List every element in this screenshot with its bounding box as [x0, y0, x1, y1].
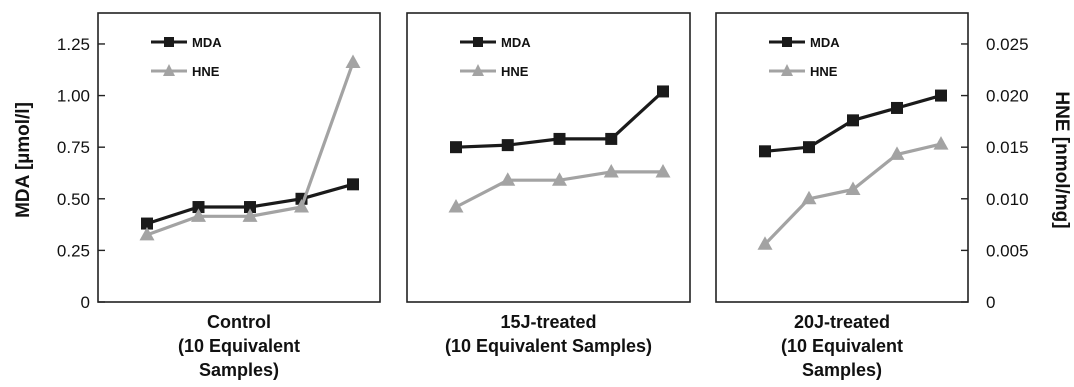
right-tick-label: 0 — [986, 293, 995, 312]
legend-label-mda: MDA — [501, 35, 531, 50]
data-point-hne — [139, 226, 155, 241]
data-point-mda — [192, 201, 205, 214]
data-point-hne — [294, 199, 309, 213]
data-point-mda — [803, 141, 815, 154]
plot-area: 0 0.25 0.50 0.75 1.00 1.25 MDA HNE Control (10 Eq… — [57, 12, 1029, 380]
legend-marker-mda — [782, 37, 792, 47]
data-point-hne — [345, 54, 361, 69]
legend-marker-hne — [163, 64, 175, 76]
legend-label-hne: HNE — [501, 64, 529, 79]
right-tick-label: 0.005 — [986, 241, 1029, 260]
left-tick-label: 0 — [81, 293, 90, 312]
left-tick-label: 1.25 — [57, 35, 90, 54]
legend-marker-mda — [473, 37, 483, 47]
data-point-hne — [757, 236, 773, 250]
data-point-mda — [141, 217, 153, 230]
data-point-mda — [553, 132, 566, 145]
legend-label-hne: HNE — [810, 64, 838, 79]
panel-frame — [715, 12, 969, 303]
right-tick-label: 0.015 — [986, 138, 1029, 157]
left-tick-label: 0.50 — [57, 190, 90, 209]
data-point-hne — [191, 208, 206, 222]
right-tick-label: 0.010 — [986, 190, 1029, 209]
panel-frame — [406, 12, 691, 303]
panel-1: 0 0.25 0.50 0.75 1.00 1.25 MDA HNE Control (10 Eq… — [57, 12, 381, 380]
right-tick-label: 0.025 — [986, 35, 1029, 54]
panel-title-line: Control — [207, 312, 271, 332]
data-point-mda — [244, 201, 256, 214]
legend-marker-hne — [472, 64, 484, 76]
panel-2: MDA HNE 15J-treated (10 Equivalent Samples) — [406, 12, 691, 356]
panel-title-line: (10 Equivalent — [781, 336, 903, 356]
panel-title-line: 20J-treated — [794, 312, 890, 332]
left-tick-label: 1.00 — [57, 87, 90, 106]
data-point-mda — [847, 114, 859, 127]
panel-frame — [97, 12, 381, 303]
panel-title-line: Samples) — [802, 360, 882, 380]
legend-marker-hne — [781, 64, 793, 76]
data-point-mda — [891, 101, 903, 114]
legend-label-mda: MDA — [192, 35, 222, 50]
panel-title-line: Samples) — [199, 360, 279, 380]
data-point-hne — [603, 163, 619, 178]
data-point-mda — [759, 145, 771, 158]
data-point-mda — [657, 85, 669, 98]
data-point-hne — [242, 208, 258, 222]
right-axis-title: HNE [nmol/mg] — [1051, 91, 1072, 228]
data-point-hne — [500, 172, 516, 186]
panel-3: 0 0.005 0.010 0.015 0.020 0.025 MDA HNE 20J-trea… — [715, 12, 1029, 380]
panel-title-line: (10 Equivalent — [178, 336, 300, 356]
legend-label-mda: MDA — [810, 35, 840, 50]
data-point-hne — [448, 199, 464, 213]
left-tick-label: 0.25 — [57, 241, 90, 260]
data-point-hne — [889, 146, 905, 160]
data-point-mda — [935, 89, 947, 102]
data-point-hne — [655, 163, 671, 178]
panel-title-line: (10 Equivalent Samples) — [445, 336, 652, 356]
data-point-hne — [933, 136, 949, 150]
data-point-mda — [347, 178, 359, 191]
legend-marker-mda — [164, 37, 174, 47]
right-tick-label: 0.020 — [986, 87, 1029, 106]
data-point-mda — [450, 141, 462, 154]
panel-title-line: 15J-treated — [500, 312, 596, 332]
data-point-mda — [501, 139, 514, 152]
data-point-hne — [801, 190, 817, 205]
left-axis-title: MDA [µmol/l] — [13, 102, 34, 218]
data-point-hne — [552, 172, 567, 186]
data-point-mda — [605, 132, 618, 145]
left-tick-label: 0.75 — [57, 138, 90, 157]
data-point-hne — [845, 181, 861, 195]
legend-label-hne: HNE — [192, 64, 220, 79]
